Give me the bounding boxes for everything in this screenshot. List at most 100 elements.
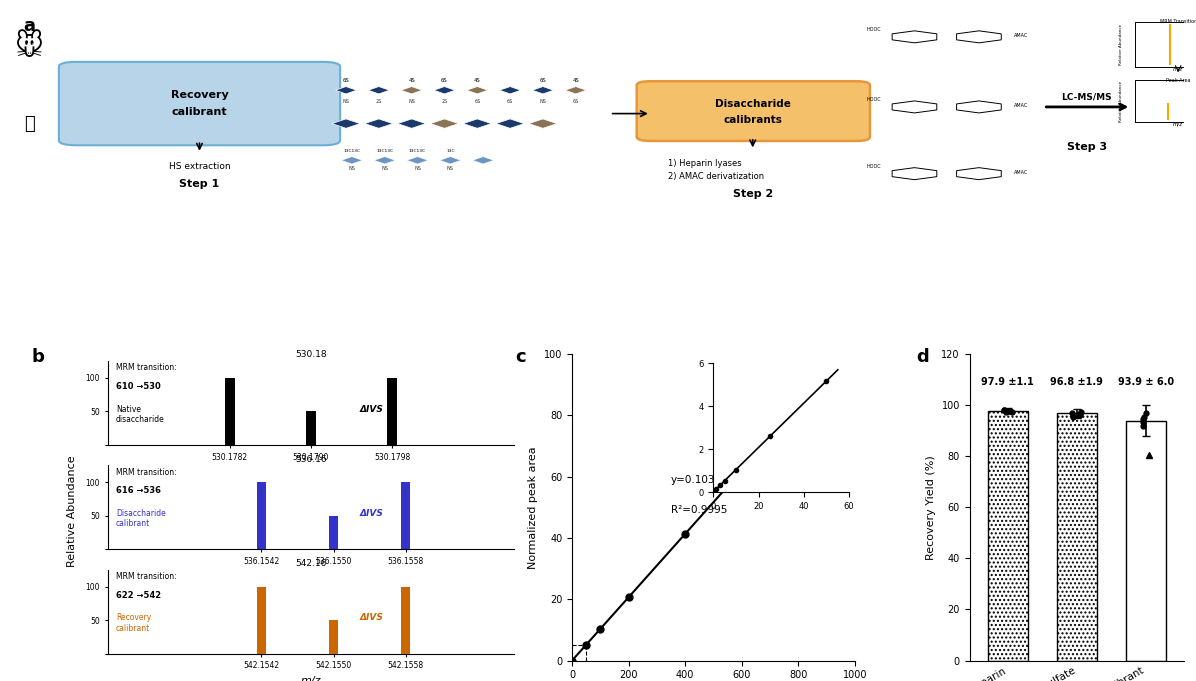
Text: calibrant: calibrant: [172, 107, 227, 117]
Bar: [388, 378, 397, 445]
Bar: [329, 620, 338, 654]
Text: 622 →542: 622 →542: [116, 590, 161, 600]
Polygon shape: [496, 119, 524, 128]
Bar: [329, 516, 338, 550]
Bar: [988, 411, 1027, 661]
Text: 542.16: 542.16: [295, 559, 327, 568]
Text: NS: NS: [342, 99, 349, 104]
Text: 13C13C: 13C13C: [409, 149, 426, 153]
Text: 13C: 13C: [446, 149, 454, 153]
Text: Disaccharide
calibrant: Disaccharide calibrant: [116, 509, 165, 528]
Text: 93.9 ± 6.0: 93.9 ± 6.0: [1118, 377, 1174, 387]
Polygon shape: [440, 157, 460, 164]
Polygon shape: [365, 119, 392, 128]
Bar: [1125, 421, 1166, 661]
Bar: [402, 586, 410, 654]
Bar: [306, 411, 316, 445]
Text: MRM transition:: MRM transition:: [116, 364, 176, 373]
Polygon shape: [374, 157, 395, 164]
Polygon shape: [368, 86, 390, 94]
Y-axis label: Recovery Yield (%): Recovery Yield (%): [926, 455, 935, 560]
Text: Relative Abundance: Relative Abundance: [1118, 80, 1123, 122]
Text: LC-MS/MS: LC-MS/MS: [1061, 93, 1112, 101]
FancyBboxPatch shape: [59, 62, 340, 145]
Text: 🫁: 🫁: [24, 114, 35, 133]
Text: AMAC: AMAC: [1014, 170, 1029, 174]
Text: 4S: 4S: [474, 78, 481, 83]
Text: 6S: 6S: [539, 78, 547, 83]
Text: 13C13C: 13C13C: [377, 149, 393, 153]
Bar: [225, 378, 234, 445]
Text: HS extraction: HS extraction: [169, 163, 231, 172]
Text: Recovery: Recovery: [171, 91, 228, 100]
Text: NS: NS: [382, 165, 389, 171]
Text: 1) Heparin lyases: 1) Heparin lyases: [669, 159, 742, 168]
Text: b: b: [31, 348, 44, 366]
Text: MRM Transition: MRM Transition: [1160, 20, 1196, 25]
Text: d: d: [916, 348, 929, 366]
Text: MRM transition:: MRM transition:: [116, 572, 176, 582]
Text: Native
disaccharide: Native disaccharide: [116, 405, 165, 424]
Text: AMAC: AMAC: [1014, 33, 1029, 38]
Bar: [257, 586, 266, 654]
Text: 4S: 4S: [408, 78, 415, 83]
Text: 536.16: 536.16: [295, 455, 327, 464]
Text: 6S: 6S: [441, 78, 447, 83]
Bar: [402, 482, 410, 550]
Text: 6S: 6S: [474, 99, 481, 104]
Text: 6S: 6S: [507, 99, 513, 104]
Text: ΔIVS: ΔIVS: [360, 614, 384, 622]
Y-axis label: Normalized peak area: Normalized peak area: [529, 446, 538, 569]
Text: 96.8 ±1.9: 96.8 ±1.9: [1050, 377, 1103, 387]
Text: MRM transition:: MRM transition:: [116, 468, 176, 477]
FancyBboxPatch shape: [636, 81, 869, 141]
Text: a: a: [24, 17, 36, 35]
Text: 4S: 4S: [573, 78, 579, 83]
Polygon shape: [335, 86, 356, 94]
Text: ΔIVS: ΔIVS: [360, 405, 384, 413]
Text: NS: NS: [539, 99, 547, 104]
Text: 2) AMAC derivatization: 2) AMAC derivatization: [669, 172, 764, 182]
Polygon shape: [463, 119, 492, 128]
Bar: [257, 482, 266, 550]
Text: NS: NS: [414, 165, 421, 171]
Text: 616 →536: 616 →536: [116, 486, 160, 495]
Text: 97.9 ±1.1: 97.9 ±1.1: [981, 377, 1035, 387]
Text: 6S: 6S: [342, 78, 349, 83]
Polygon shape: [431, 119, 458, 128]
Text: 🐭: 🐭: [16, 33, 44, 61]
Polygon shape: [466, 86, 488, 94]
Text: 610 →530: 610 →530: [116, 382, 160, 391]
Polygon shape: [341, 157, 362, 164]
Text: calibrants: calibrants: [724, 115, 782, 125]
Text: HOOC: HOOC: [866, 27, 880, 32]
Text: ΔIVS: ΔIVS: [360, 509, 384, 518]
Polygon shape: [407, 157, 428, 164]
Text: NS: NS: [447, 165, 453, 171]
Polygon shape: [332, 119, 360, 128]
Text: R²=0.9995: R²=0.9995: [671, 505, 727, 516]
Text: 6S: 6S: [573, 99, 579, 104]
Polygon shape: [529, 119, 557, 128]
Text: Recovery
calibrant: Recovery calibrant: [116, 614, 151, 633]
Text: HOOC: HOOC: [866, 97, 880, 102]
Text: Disaccharide: Disaccharide: [715, 99, 791, 108]
Text: 13C13C: 13C13C: [343, 149, 360, 153]
Polygon shape: [500, 86, 520, 94]
Text: AMAC: AMAC: [1014, 103, 1029, 108]
Text: HOOC: HOOC: [866, 163, 880, 169]
Text: Step 3: Step 3: [1067, 142, 1106, 152]
Text: 530.18: 530.18: [295, 350, 327, 360]
Text: 2S: 2S: [441, 99, 447, 104]
Polygon shape: [566, 86, 586, 94]
Text: NS: NS: [348, 165, 355, 171]
Text: Relative Abundance: Relative Abundance: [67, 455, 77, 567]
X-axis label: m/z: m/z: [300, 676, 322, 681]
Text: 2S: 2S: [376, 99, 382, 104]
Text: Peak Area: Peak Area: [1166, 78, 1190, 83]
Text: y=0.1033x+0.016: y=0.1033x+0.016: [671, 475, 767, 485]
Text: Step 1: Step 1: [179, 178, 220, 189]
Text: Step 2: Step 2: [733, 189, 773, 199]
Text: m/z: m/z: [1173, 122, 1183, 127]
Polygon shape: [434, 86, 454, 94]
